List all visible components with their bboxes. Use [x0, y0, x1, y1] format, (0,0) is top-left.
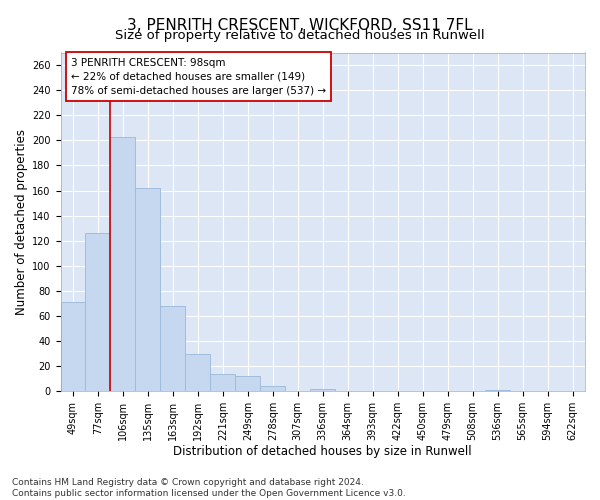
Bar [185, 354, 211, 391]
Bar [85, 233, 110, 391]
Bar [310, 388, 335, 391]
Y-axis label: Number of detached properties: Number of detached properties [15, 129, 28, 315]
Bar [485, 390, 510, 391]
Bar [136, 188, 160, 391]
Text: Contains HM Land Registry data © Crown copyright and database right 2024.
Contai: Contains HM Land Registry data © Crown c… [12, 478, 406, 498]
Text: 3 PENRITH CRESCENT: 98sqm
← 22% of detached houses are smaller (149)
78% of semi: 3 PENRITH CRESCENT: 98sqm ← 22% of detac… [71, 58, 326, 96]
Bar [260, 386, 285, 391]
Bar [160, 306, 185, 391]
Bar [235, 376, 260, 391]
X-axis label: Distribution of detached houses by size in Runwell: Distribution of detached houses by size … [173, 444, 472, 458]
Text: Size of property relative to detached houses in Runwell: Size of property relative to detached ho… [115, 28, 485, 42]
Text: 3, PENRITH CRESCENT, WICKFORD, SS11 7FL: 3, PENRITH CRESCENT, WICKFORD, SS11 7FL [127, 18, 473, 32]
Bar [61, 302, 85, 391]
Bar [211, 374, 235, 391]
Bar [110, 136, 136, 391]
